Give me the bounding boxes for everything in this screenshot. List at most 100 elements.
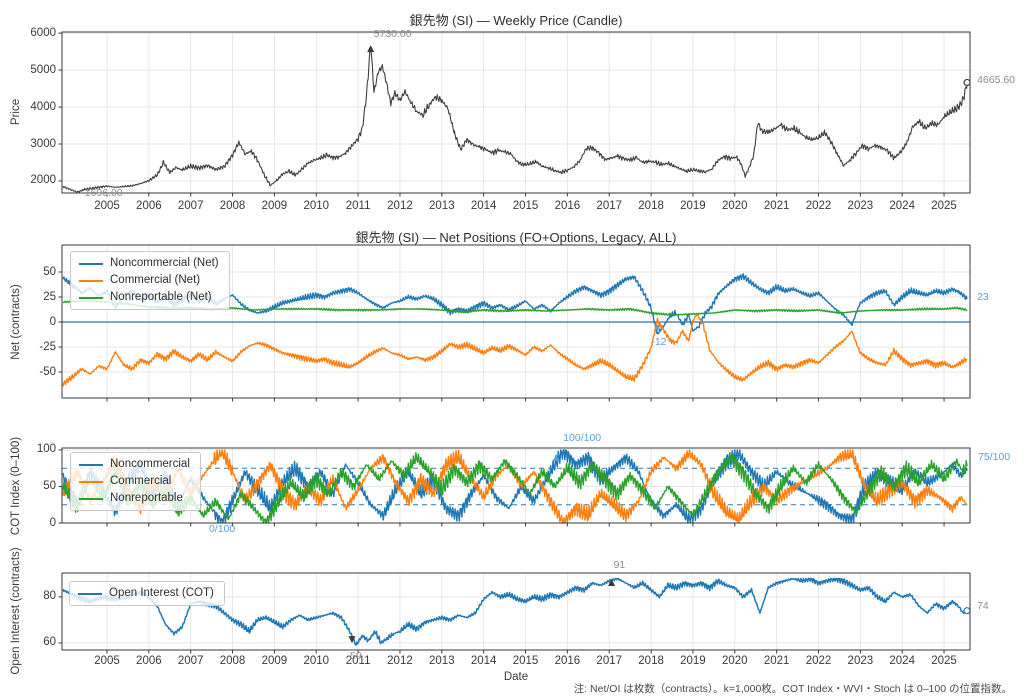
x-tick-label: 2024 <box>889 200 915 212</box>
y-tick-label: 25 <box>43 290 56 303</box>
y-tick-label: 80 <box>43 590 56 603</box>
annotation-arrow-down <box>653 325 661 332</box>
x-tick-label: 2017 <box>596 200 623 212</box>
x-tick-label: 2014 <box>470 200 497 212</box>
legend-label: Commercial (Net) <box>110 274 201 286</box>
x-tick-label: 2016 <box>554 200 581 212</box>
legend-line-swatch <box>79 497 103 500</box>
legend-label: Open Interest (COT) <box>109 587 214 599</box>
legend-entry: Noncommercial <box>79 458 190 471</box>
price-weekly-line <box>62 46 968 193</box>
x-tick-label: 2006 <box>136 200 162 212</box>
annotation-value: 91 <box>613 559 626 571</box>
x-tick-label: 2011 <box>345 655 371 667</box>
annotation-arrow-up <box>608 579 616 586</box>
legend-label: Nonreportable <box>110 492 183 504</box>
x-tick-label: 2025 <box>931 655 957 667</box>
axes-spine <box>61 572 971 651</box>
net-positions-chart-title: 銀先物 (SI) — Net Positions (FO+Options, Le… <box>355 230 677 245</box>
x-tick-label: 2013 <box>429 200 455 212</box>
x-tick-label: 2011 <box>345 200 371 212</box>
legend-line-swatch <box>78 592 102 595</box>
x-tick-label: 2017 <box>596 655 623 667</box>
y-tick-label: 4000 <box>30 100 56 113</box>
y-tick-label: 60 <box>43 636 56 649</box>
price-weekly-last-point-marker <box>963 78 971 87</box>
legend-line-swatch <box>79 480 103 483</box>
x-tick-label: 2023 <box>847 655 874 667</box>
y-tick-label: -25 <box>39 340 56 353</box>
x-tick-label: 2018 <box>638 200 664 212</box>
x-tick-label: 2009 <box>261 655 288 667</box>
legend-entry: Commercial (Net) <box>79 274 219 287</box>
x-tick-label: 2012 <box>387 200 413 212</box>
annotation-value: 100/100 <box>563 432 602 444</box>
x-axis-label: Date <box>503 671 529 683</box>
annotation-value: 5730.00 <box>373 28 412 41</box>
noncommercial-cot-index-line <box>62 449 968 524</box>
x-tick-label: 2022 <box>805 655 832 667</box>
nonreportable-cot-index-line <box>62 451 968 524</box>
axes-spine <box>61 447 971 524</box>
legend-label: Nonreportable (Net) <box>110 291 212 303</box>
axes-spine <box>61 31 971 194</box>
x-tick-label: 2018 <box>638 655 664 667</box>
commercial-cot-index-line <box>62 449 968 524</box>
x-tick-label: 2008 <box>219 655 246 667</box>
x-tick-label: 2023 <box>847 200 874 212</box>
legend-box: Noncommercial Commercial Nonreportable <box>70 452 201 511</box>
y-tick-label: 3000 <box>30 137 56 150</box>
x-tick-label: 2021 <box>763 655 790 667</box>
x-tick-label: 2014 <box>470 655 497 667</box>
x-tick-label: 2021 <box>763 200 790 212</box>
x-tick-label: 2024 <box>889 655 915 667</box>
legend-entry: Nonreportable (Net) <box>79 291 219 304</box>
x-tick-label: 2005 <box>94 200 120 212</box>
legend-line-swatch <box>79 262 103 265</box>
legend-box: Open Interest (COT) <box>69 581 225 606</box>
legend-entry: Open Interest (COT) <box>78 587 214 600</box>
annotation-arrow-up <box>367 45 375 53</box>
legend-box: Noncommercial (Net) Commercial (Net) Nonre… <box>70 251 230 310</box>
x-tick-label: 2015 <box>512 200 539 212</box>
open-interest-line <box>62 577 968 646</box>
x-tick-label: 2019 <box>680 200 706 212</box>
x-tick-label: 2005 <box>94 655 120 667</box>
x-tick-label: 2016 <box>554 655 581 667</box>
x-tick-label: 2010 <box>303 200 330 212</box>
legend-line-swatch <box>79 279 103 282</box>
x-tick-label: 2007 <box>177 200 204 212</box>
annotation-value: 1696.00 <box>84 187 123 199</box>
legend-entry: Noncommercial (Net) <box>79 257 219 270</box>
x-tick-label: 2013 <box>429 655 455 667</box>
annotation-arrow-up <box>552 454 560 461</box>
y-tick-label: 100 <box>36 443 56 456</box>
legend-label: Commercial <box>110 475 172 487</box>
x-tick-label: 2006 <box>136 655 162 667</box>
x-tick-label: 2008 <box>219 200 246 212</box>
legend-line-swatch <box>79 463 103 466</box>
commercial-net-line <box>62 313 968 387</box>
y-tick-label: 5000 <box>30 63 56 76</box>
legend-label: Noncommercial (Net) <box>110 257 219 269</box>
open-interest-y-axis-label: Open Interest (contracts) <box>10 547 22 675</box>
x-tick-label: 2015 <box>512 655 539 667</box>
x-tick-label: 2025 <box>931 200 957 212</box>
annotation-value: -12 <box>651 336 667 348</box>
annotation-value: 75/100 <box>978 451 1011 464</box>
x-tick-label: 2019 <box>680 655 706 667</box>
annotation-value: 23 <box>977 291 989 303</box>
x-tick-label: 2010 <box>303 655 330 667</box>
y-tick-label: -50 <box>39 365 56 378</box>
annotation-value: 59 <box>350 650 362 663</box>
annotation-value: 4665.60 <box>977 74 1016 87</box>
price-chart-title: 銀先物 (SI) — Weekly Price (Candle) <box>409 13 623 28</box>
annotation-value: 74 <box>977 599 989 612</box>
y-tick-label: 50 <box>43 265 56 278</box>
annotation-arrow-down <box>348 636 356 644</box>
x-tick-label: 2007 <box>177 655 204 667</box>
y-tick-label: 6000 <box>30 26 56 39</box>
x-tick-label: 2020 <box>721 655 748 667</box>
